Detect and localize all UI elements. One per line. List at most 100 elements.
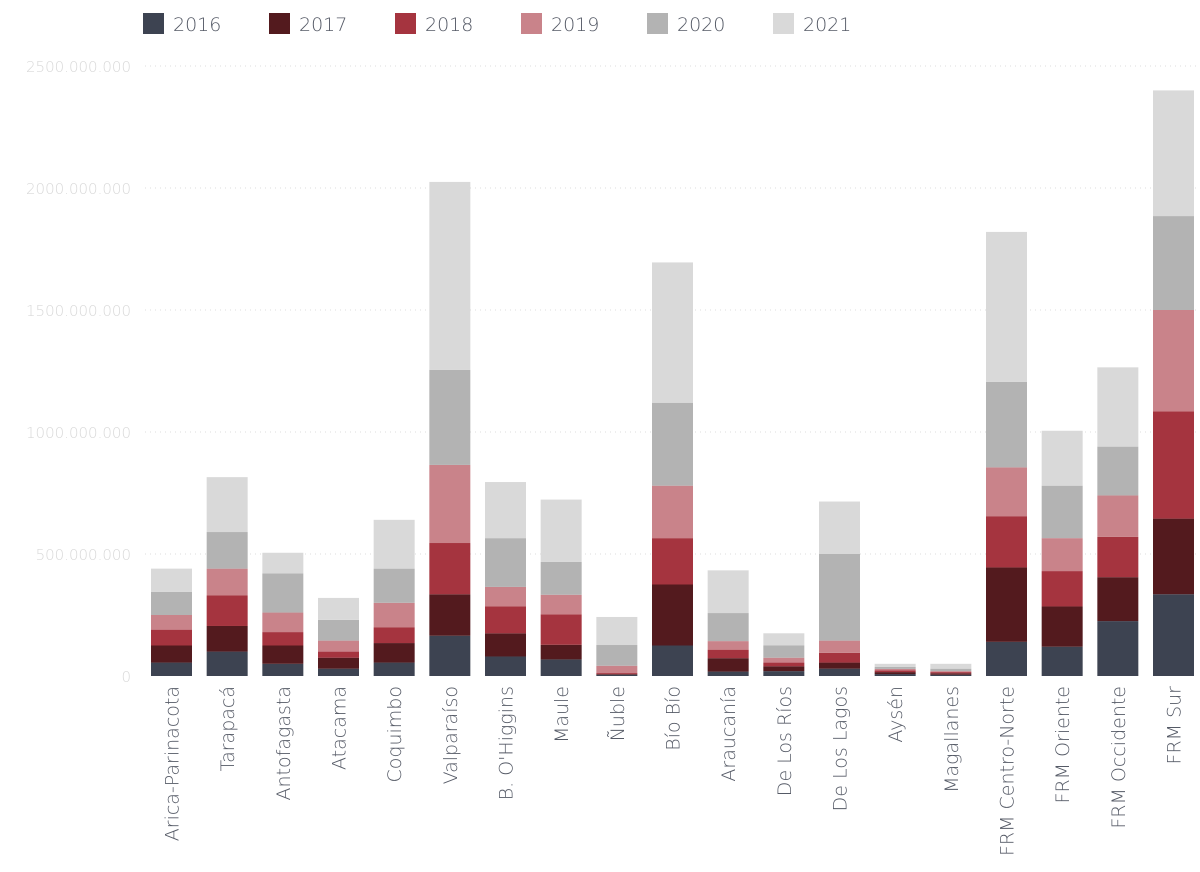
- legend-label-2019: 2019: [551, 14, 599, 36]
- bar-segment-2019: [262, 612, 304, 633]
- bar-segment-2018: [262, 632, 304, 646]
- bar-segment-2017: [540, 644, 582, 660]
- x-category-label: Valparaíso: [440, 686, 462, 784]
- x-axis: Arica-Parinacota Tarapacá Antofagasta Ataca…: [162, 686, 1186, 856]
- bar-segment-2018: [930, 672, 972, 674]
- x-category-label: FRM Sur: [1164, 686, 1186, 765]
- bar-segment-2020: [986, 381, 1027, 468]
- bar-segment-2020: [262, 573, 304, 613]
- x-category-label: Maule: [551, 686, 573, 743]
- legend-swatch-2019: [521, 13, 542, 34]
- bar-segment-2018: [1153, 411, 1194, 519]
- bar-segment-2021: [819, 501, 860, 554]
- x-category-label: Coquimbo: [384, 686, 406, 782]
- bar-segment-2019: [986, 467, 1027, 517]
- bar-segment-2021: [540, 499, 582, 562]
- x-category-label: Antofagasta: [273, 686, 295, 800]
- bar-segment-2016: [429, 635, 471, 676]
- y-tick-label: 2500.000.000: [26, 58, 131, 76]
- bar-segment-2021: [1041, 430, 1083, 486]
- x-category-label: De Los Ríos: [774, 686, 796, 796]
- legend-swatch-2021: [773, 13, 794, 34]
- bar-segment-2019: [429, 464, 471, 544]
- bar-segment-2017: [707, 658, 749, 672]
- bar-segment-2017: [652, 584, 693, 646]
- x-category-label: Bío Bío: [663, 686, 685, 751]
- bar-segment-2019: [373, 602, 415, 628]
- bar-segment-2021: [206, 477, 248, 533]
- legend-swatch-2018: [395, 13, 416, 34]
- bar-segment-2019: [1041, 538, 1083, 572]
- bar-segment-2016: [874, 674, 916, 676]
- bar-segment-2018: [763, 662, 805, 667]
- bar-segment-2019: [930, 671, 972, 673]
- bar-segment-2016: [1097, 621, 1139, 676]
- y-tick-label: 1500.000.000: [26, 302, 131, 320]
- bar-segment-2020: [596, 645, 638, 666]
- bar-segment-2016: [485, 656, 526, 676]
- x-category-label: Atacama: [329, 686, 351, 770]
- bar-segment-2018: [1041, 571, 1083, 607]
- bar-segment-2016: [930, 674, 972, 676]
- bar-segment-2020: [874, 666, 916, 669]
- bar-segment-2018: [151, 629, 192, 646]
- bar-segment-2016: [819, 668, 860, 676]
- bar-segment-2020: [373, 568, 415, 603]
- bar-segment-2018: [318, 651, 359, 658]
- bar-segment-2021: [986, 231, 1027, 382]
- x-category-label: Ñuble: [606, 686, 629, 741]
- bar-segment-2020: [707, 613, 749, 642]
- bar-segment-2020: [1097, 446, 1139, 496]
- bar-segment-2017: [986, 567, 1027, 642]
- bar-segment-2021: [1153, 90, 1194, 217]
- bar-segment-2017: [930, 673, 972, 675]
- bar-segment-2019: [819, 640, 860, 653]
- y-tick-label: 1000.000.000: [26, 424, 131, 442]
- bar-segment-2017: [1041, 606, 1083, 647]
- bar-segment-2017: [596, 674, 638, 675]
- bar-segment-2019: [1097, 495, 1139, 537]
- legend-label-2017: 2017: [299, 14, 347, 36]
- bar-segment-2018: [485, 606, 526, 634]
- bar-segment-2021: [874, 663, 916, 667]
- bar-segment-2016: [373, 662, 415, 676]
- bar-segment-2019: [151, 615, 192, 630]
- legend: 2016 2017 2018 2019 2020 2021: [143, 13, 851, 36]
- bar-segment-2019: [874, 668, 916, 671]
- x-category-label: FRM Oriente: [1052, 686, 1074, 803]
- bar-segment-2018: [874, 670, 916, 673]
- x-category-label: FRM Centro-Norte: [997, 686, 1019, 856]
- bar-segment-2019: [652, 485, 693, 539]
- bar-segment-2021: [596, 616, 638, 646]
- bar-segment-2020: [318, 619, 359, 641]
- bar-segment-2016: [206, 651, 248, 676]
- y-tick-label: 0: [121, 668, 131, 686]
- x-category-label: FRM Occidente: [1108, 686, 1130, 829]
- bar-segment-2019: [318, 640, 359, 652]
- bar-segment-2020: [763, 645, 805, 658]
- bar-segment-2021: [763, 633, 805, 646]
- bar-segment-2020: [151, 591, 192, 615]
- legend-label-2016: 2016: [173, 14, 221, 36]
- bar-segment-2017: [429, 594, 471, 636]
- bar-segment-2021: [652, 262, 693, 403]
- bar-segment-2017: [151, 645, 192, 663]
- x-category-label: Aysén: [885, 686, 907, 743]
- bar-segment-2021: [930, 663, 972, 669]
- bar-segment-2020: [1153, 216, 1194, 310]
- bar-segment-2019: [206, 568, 248, 596]
- bar-segment-2019: [1153, 310, 1194, 412]
- bar-segment-2021: [373, 519, 415, 569]
- bar-segment-2017: [819, 662, 860, 669]
- bar-segment-2018: [819, 652, 860, 663]
- bar-segment-2016: [1153, 594, 1194, 676]
- bar-segment-2017: [1153, 518, 1194, 595]
- bar-segment-2018: [206, 595, 248, 626]
- bar-segment-2019: [485, 586, 526, 607]
- bar-segment-2019: [707, 641, 749, 650]
- bar-segment-2016: [986, 641, 1027, 676]
- bar-segment-2017: [206, 625, 248, 652]
- legend-label-2018: 2018: [425, 14, 473, 36]
- legend-label-2020: 2020: [677, 14, 725, 36]
